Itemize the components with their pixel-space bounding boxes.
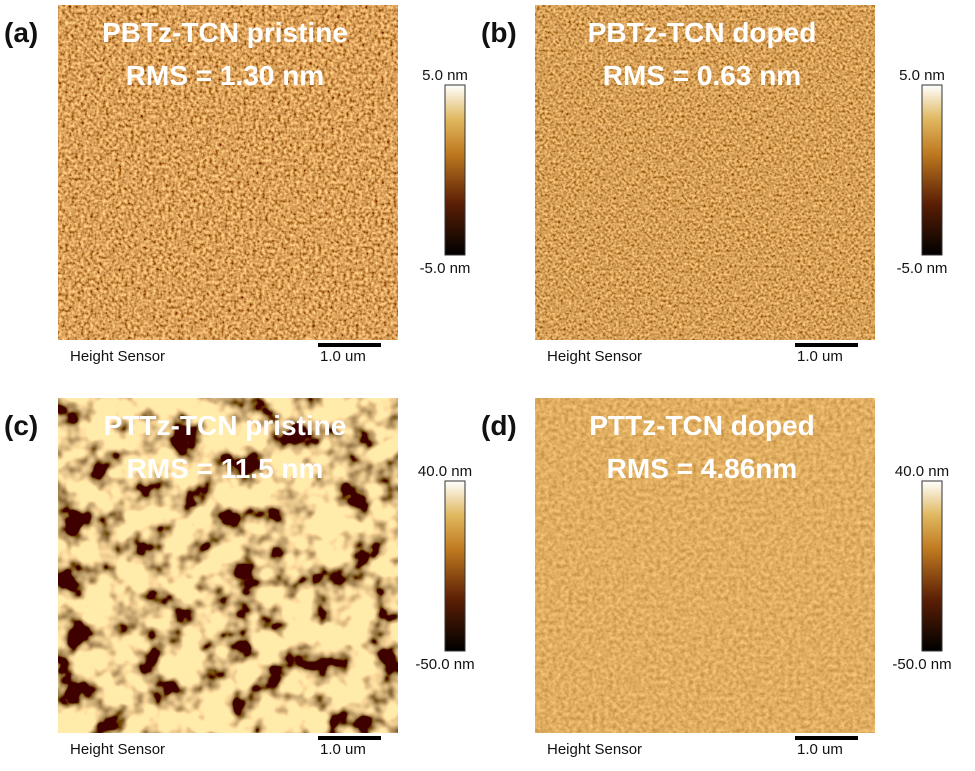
panel-title: PTTz-TCN doped <box>589 410 815 441</box>
sensor-label: Height Sensor <box>70 741 165 758</box>
scale-label: 1.0 um <box>320 348 366 365</box>
colorbar-min: -5.0 nm <box>897 260 948 277</box>
rms-value: RMS = 11.5 nm <box>127 453 324 484</box>
colorbar <box>921 84 943 256</box>
colorbar <box>444 84 466 256</box>
rms-value: RMS = 1.30 nm <box>126 60 324 91</box>
scale-label: 1.0 um <box>797 348 843 365</box>
colorbar-max: 5.0 nm <box>899 67 945 84</box>
rms-value: RMS = 0.63 nm <box>603 60 801 91</box>
afm-image <box>535 398 875 733</box>
colorbar-min: -50.0 nm <box>892 656 951 673</box>
colorbar-min: -5.0 nm <box>420 260 471 277</box>
panel-label: (a) <box>4 17 38 48</box>
panel-title: PTTz-TCN pristine <box>104 410 347 441</box>
rms-value: RMS = 4.86nm <box>607 453 798 484</box>
colorbar <box>921 480 943 652</box>
panel-label: (b) <box>481 17 517 48</box>
colorbar <box>444 480 466 652</box>
colorbar-max: 40.0 nm <box>418 463 472 480</box>
panel: (b) PBTz-TCN doped RMS = 0.63 nm 5.0 nm -5.0… <box>481 5 947 365</box>
colorbar-min: -50.0 nm <box>415 656 474 673</box>
panel-title: PBTz-TCN pristine <box>102 17 348 48</box>
panel-label: (d) <box>481 410 517 441</box>
sensor-label: Height Sensor <box>547 741 642 758</box>
sensor-label: Height Sensor <box>70 348 165 365</box>
panel-title: PBTz-TCN doped <box>588 17 817 48</box>
panel-label: (c) <box>4 410 38 441</box>
colorbar-max: 40.0 nm <box>895 463 949 480</box>
panel: (d) PTTz-TCN doped RMS = 4.86nm 40.0 nm -50.… <box>481 398 952 758</box>
afm-image <box>58 398 398 733</box>
scale-label: 1.0 um <box>320 741 366 758</box>
afm-image <box>535 5 875 340</box>
afm-image <box>58 5 398 340</box>
colorbar-max: 5.0 nm <box>422 67 468 84</box>
scale-label: 1.0 um <box>797 741 843 758</box>
panel: (c) PTTz-TCN pristine RMS = 11.5 nm 40.0 nm… <box>4 398 475 758</box>
sensor-label: Height Sensor <box>547 348 642 365</box>
panel: (a) PBTz-TCN pristine RMS = 1.30 nm 5.0 nm -… <box>4 5 470 365</box>
